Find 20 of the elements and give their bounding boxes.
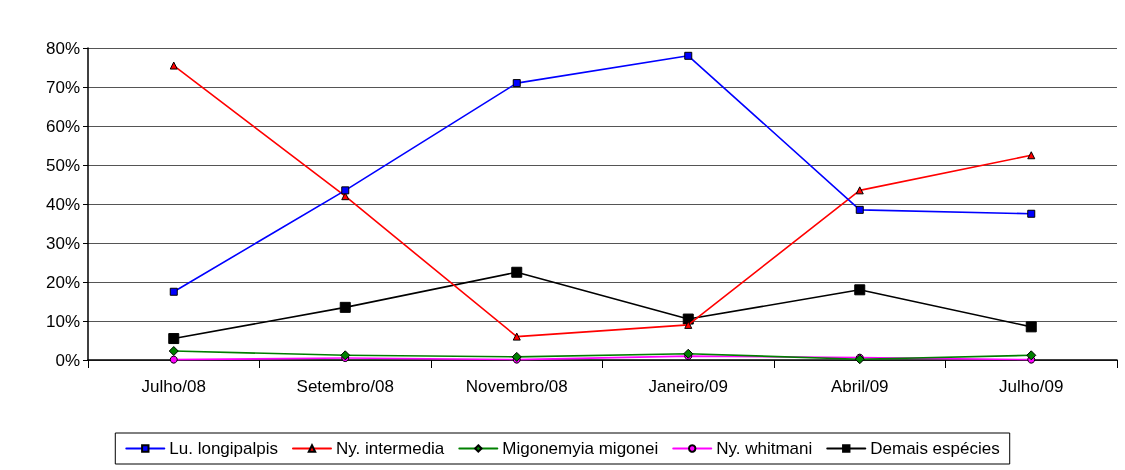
y-tick-label: 20% bbox=[45, 272, 80, 292]
y-tick-label: 40% bbox=[45, 194, 80, 214]
legend-label: Migonemyia migonei bbox=[502, 439, 659, 458]
legend-label: Lu. longipalpis bbox=[169, 439, 278, 458]
y-tick-label: 70% bbox=[45, 77, 80, 97]
legend-label: Demais espécies bbox=[870, 439, 1000, 458]
y-tick-label: 60% bbox=[45, 116, 80, 136]
legend-label: Ny. whitmani bbox=[716, 439, 813, 458]
y-tick-label: 0% bbox=[55, 350, 80, 370]
y-tick-label: 50% bbox=[45, 155, 80, 175]
y-tick-label: 30% bbox=[45, 233, 80, 253]
legend-label: Ny. intermedia bbox=[335, 439, 445, 458]
x-tick-label: Novembro/08 bbox=[465, 377, 568, 396]
x-tick-label: Janeiro/09 bbox=[648, 377, 728, 396]
x-tick-label: Julho/09 bbox=[999, 377, 1064, 396]
x-tick-label: Abril/09 bbox=[830, 377, 889, 396]
y-tick-label: 80% bbox=[45, 38, 80, 58]
x-tick-label: Julho/08 bbox=[141, 377, 206, 396]
x-tick-label: Setembro/08 bbox=[296, 377, 394, 396]
y-tick-label: 10% bbox=[45, 311, 80, 331]
